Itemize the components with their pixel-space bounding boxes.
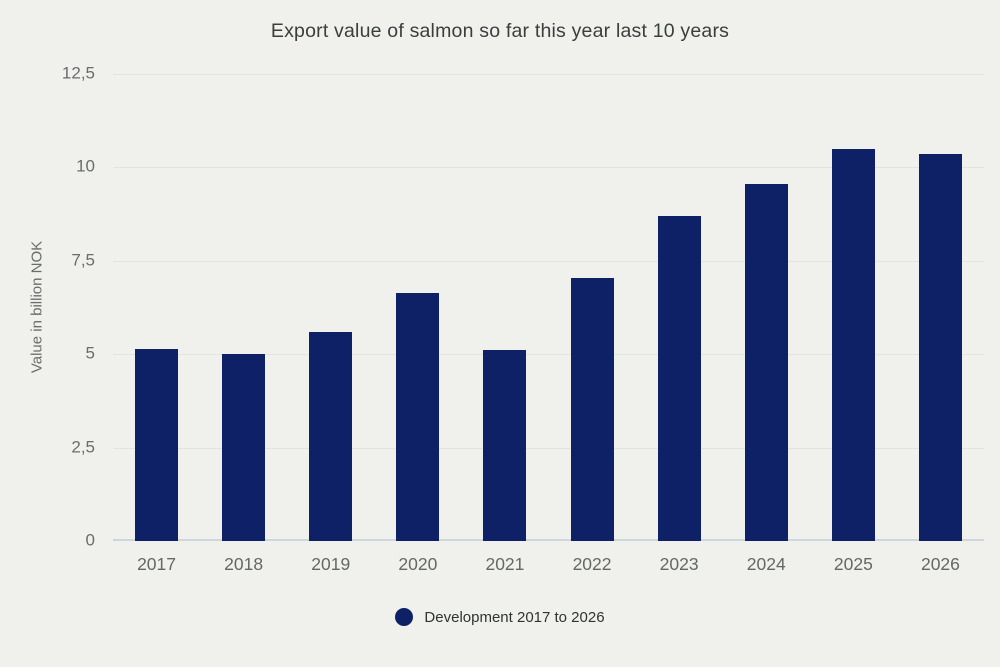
- bar-2022[interactable]: [570, 277, 614, 541]
- bar-2026[interactable]: [918, 154, 962, 541]
- y-axis-tick-labels: 0 2,5 5 7,5 10 12,5: [0, 64, 97, 550]
- y-tick-label: 0: [85, 530, 95, 550]
- bar-2020[interactable]: [396, 292, 440, 541]
- y-tick-label: 5: [85, 343, 95, 363]
- bar-2018[interactable]: [222, 354, 266, 541]
- bar-2024[interactable]: [744, 184, 788, 541]
- legend-label: Development 2017 to 2026: [424, 608, 605, 626]
- bar-2025[interactable]: [831, 148, 875, 541]
- gridline: [113, 448, 984, 449]
- x-tick-label: 2022: [572, 554, 612, 574]
- y-tick-label: 2,5: [71, 437, 95, 457]
- legend[interactable]: Development 2017 to 2026: [0, 608, 1000, 626]
- x-tick-label: 2025: [833, 554, 873, 574]
- chart-title: Export value of salmon so far this year …: [270, 20, 730, 42]
- x-tick-label: 2019: [311, 554, 351, 574]
- x-tick-label: 2020: [398, 554, 438, 574]
- x-tick-label: 2017: [137, 554, 177, 574]
- bar-2021[interactable]: [483, 350, 527, 541]
- x-tick-label: 2024: [746, 554, 786, 574]
- x-axis-baseline: [113, 539, 984, 541]
- gridline: [113, 74, 984, 75]
- bar-2017[interactable]: [135, 348, 179, 541]
- x-tick-label: 2021: [485, 554, 525, 574]
- gridline: [113, 261, 984, 262]
- bar-2023[interactable]: [657, 215, 701, 541]
- legend-marker-icon: [395, 608, 414, 626]
- y-tick-label: 12,5: [61, 63, 95, 83]
- x-tick-label: 2026: [920, 554, 960, 574]
- gridline: [113, 167, 984, 168]
- x-axis-tick-labels: 2017 2018 2019 2020 2021 2022 2023 2024 2025 2026: [113, 554, 984, 578]
- bar-2019[interactable]: [309, 331, 353, 541]
- plot-area: [113, 74, 984, 541]
- x-tick-label: 2023: [659, 554, 699, 574]
- gridline: [113, 354, 984, 355]
- y-tick-label: 7,5: [71, 250, 95, 270]
- x-tick-label: 2018: [224, 554, 264, 574]
- y-tick-label: 10: [76, 156, 95, 176]
